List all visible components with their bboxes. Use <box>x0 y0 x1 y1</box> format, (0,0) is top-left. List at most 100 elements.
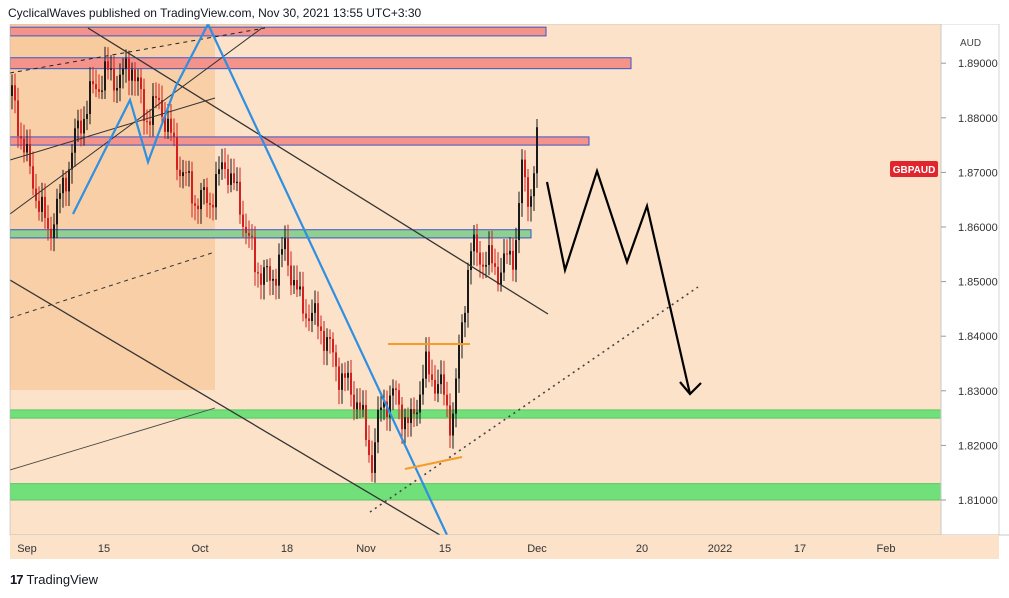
candle-body <box>278 254 280 286</box>
candle-body <box>455 378 457 414</box>
candle-body <box>50 228 52 238</box>
candle-body <box>212 204 214 208</box>
candle-body <box>470 251 472 270</box>
y-tick-label: 1.88000 <box>958 113 998 125</box>
candle-body <box>497 266 499 285</box>
candle-body <box>383 401 385 408</box>
candle-body <box>320 326 322 331</box>
candle-body <box>530 196 532 207</box>
x-tick-label: Nov <box>356 543 376 555</box>
candle-body <box>131 69 133 81</box>
candle-body <box>344 373 346 378</box>
candle-body <box>461 322 463 344</box>
candle-body <box>494 263 496 267</box>
candle-body <box>239 181 241 215</box>
candle-body <box>464 312 466 323</box>
price-badge-label: GBPAUD <box>893 165 936 176</box>
candle-body <box>200 189 202 210</box>
candle-body <box>248 232 250 236</box>
y-tick-label: 1.83000 <box>958 386 998 398</box>
candle-body <box>41 196 43 212</box>
candle-body <box>398 390 400 405</box>
candle-body <box>371 455 373 473</box>
candle-body <box>98 89 100 92</box>
candle-body <box>128 58 130 81</box>
candle-body <box>218 169 220 175</box>
candle-body <box>125 58 127 69</box>
x-tick-label: Oct <box>191 543 208 555</box>
price-chart[interactable]: 1.89000 1.88000 1.87000 1.86000 1.85000 1.840… <box>0 24 1009 584</box>
candle-body <box>437 384 439 394</box>
candle-body <box>353 394 355 410</box>
wedge-upper-line <box>10 27 266 74</box>
footer-brand: TradingView <box>26 572 99 587</box>
candle-body <box>182 172 184 177</box>
candle-body <box>440 374 442 385</box>
candle-body <box>65 177 67 192</box>
candle-body <box>431 374 433 380</box>
candle-body <box>38 200 40 212</box>
candle-body <box>452 413 454 436</box>
support-zone <box>10 229 532 239</box>
candle-body <box>206 187 208 204</box>
candle-body <box>245 226 247 233</box>
candle-body <box>26 143 28 153</box>
candle-body <box>533 173 535 197</box>
candle-body <box>89 81 91 114</box>
candle-body <box>359 402 361 410</box>
candle-body <box>23 138 25 153</box>
candle-body <box>188 171 190 173</box>
price-badge: GBPAUD <box>890 161 938 177</box>
candle-body <box>305 313 307 319</box>
candle-body <box>20 135 22 139</box>
candle-body <box>227 169 229 185</box>
candle-body <box>341 373 343 390</box>
candle-body <box>503 253 505 273</box>
candle-body <box>194 203 196 206</box>
candle-body <box>224 162 226 170</box>
candle-body <box>425 351 427 379</box>
channel-lower-line <box>10 279 441 535</box>
candle-body <box>113 68 115 91</box>
candle-body <box>161 100 163 117</box>
candle-body <box>260 273 262 285</box>
x-tick-label: 17 <box>794 543 806 555</box>
candle-body <box>68 169 70 192</box>
blue-trend-line <box>207 24 448 535</box>
candle-body <box>152 96 154 125</box>
candle-body <box>332 338 334 353</box>
candle-body <box>32 166 34 189</box>
candle-body <box>221 162 223 170</box>
dashed-support-line <box>10 251 216 319</box>
candle-body <box>233 173 235 184</box>
candle-body <box>104 61 106 91</box>
candle-body <box>251 235 253 237</box>
candle-body <box>167 118 169 132</box>
candle-body <box>317 303 319 327</box>
candle-body <box>242 214 244 227</box>
candle-body <box>392 388 394 396</box>
candle-body <box>257 272 259 274</box>
candle-body <box>443 374 445 395</box>
candle-body <box>95 84 97 90</box>
candle-body <box>11 85 13 96</box>
candle-body <box>509 250 511 255</box>
candle-body <box>377 409 379 443</box>
candle-body <box>29 143 31 167</box>
candle-body <box>77 120 79 129</box>
candle-body <box>47 217 49 229</box>
y-tick-label: 1.87000 <box>958 167 998 179</box>
candle-body <box>134 69 136 82</box>
candle-body <box>401 404 403 430</box>
candle-body <box>110 68 112 70</box>
candle-body <box>92 81 94 85</box>
candle-body <box>356 402 358 410</box>
blue-zigzag <box>72 24 209 215</box>
candle-body <box>137 77 139 82</box>
candle-body <box>314 303 316 313</box>
y-tick-label: 1.82000 <box>958 440 998 452</box>
candle-body <box>347 372 349 378</box>
candle-body <box>53 224 55 238</box>
candle-body <box>404 417 406 430</box>
candle-body <box>518 203 520 241</box>
